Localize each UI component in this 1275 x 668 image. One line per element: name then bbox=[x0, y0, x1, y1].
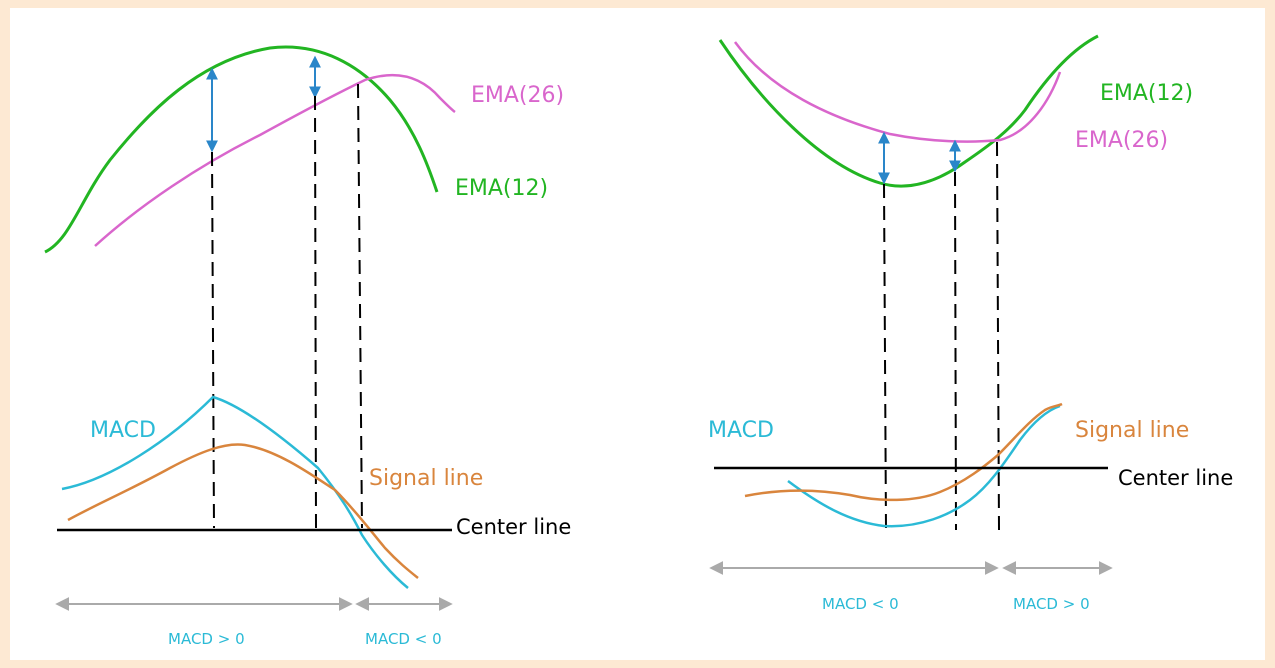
right-macd-curve bbox=[787, 404, 1061, 528]
left-ema12-curve bbox=[44, 45, 439, 254]
left-ema12-label: EMA(12) bbox=[455, 176, 548, 201]
left-macd-label: MACD bbox=[90, 418, 156, 443]
right-dashed-guide-1 bbox=[883, 183, 887, 531]
left-macd-curve bbox=[61, 395, 409, 589]
left-ema26-curve bbox=[94, 73, 456, 247]
right-dashed-guide-2 bbox=[954, 171, 957, 531]
right-panel: EMA(12) EMA(26) MACD Signal line Center … bbox=[708, 34, 1233, 613]
left-signal-label: Signal line bbox=[369, 466, 483, 491]
right-macd-label: MACD bbox=[708, 418, 774, 443]
left-panel: EMA(26) EMA(12) MACD Signal line Center … bbox=[44, 45, 571, 648]
left-ema26-label: EMA(26) bbox=[471, 83, 564, 108]
left-signal-curve bbox=[67, 443, 419, 579]
right-signal-curve bbox=[744, 402, 1063, 502]
right-ema26-label: EMA(26) bbox=[1075, 128, 1168, 153]
right-center-label: Center line bbox=[1118, 466, 1233, 490]
diagram-canvas bbox=[10, 8, 1265, 660]
left-dashed-guide-2 bbox=[314, 95, 317, 529]
right-ema26-curve bbox=[733, 41, 1062, 143]
right-range-positive-label: MACD > 0 bbox=[1013, 595, 1090, 613]
right-range-negative-label: MACD < 0 bbox=[822, 595, 899, 613]
right-ema12-label: EMA(12) bbox=[1100, 81, 1193, 106]
left-center-label: Center line bbox=[456, 515, 571, 539]
right-ema12-curve bbox=[718, 34, 1099, 188]
left-range-negative-label: MACD < 0 bbox=[365, 630, 442, 648]
left-range-positive-label: MACD > 0 bbox=[168, 630, 245, 648]
left-dashed-guide-1 bbox=[211, 151, 215, 529]
left-dashed-guide-3 bbox=[357, 83, 363, 529]
right-signal-label: Signal line bbox=[1075, 418, 1189, 443]
